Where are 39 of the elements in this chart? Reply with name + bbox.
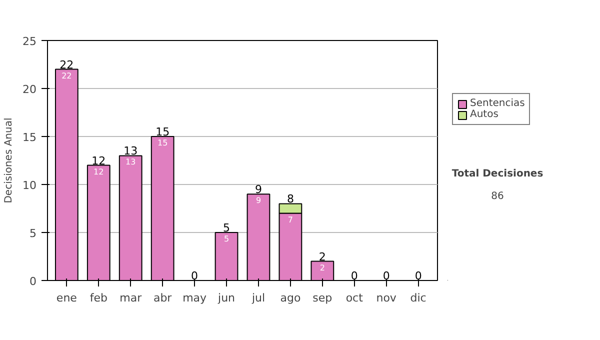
total-label: 12	[92, 154, 106, 168]
x-tick-label: ene	[56, 292, 78, 304]
x-tick-label: oct	[346, 292, 364, 304]
y-tick-label: 25	[22, 35, 37, 48]
y-tick-label: 0	[30, 275, 36, 288]
total-label: 2	[318, 250, 326, 264]
data-label: 22	[62, 71, 72, 80]
data-label: 13	[126, 158, 136, 167]
data-label: 9	[256, 196, 262, 206]
x-tick-label: jul	[250, 292, 266, 304]
total-label: 13	[124, 144, 138, 158]
x-tick-label: may	[182, 292, 208, 304]
total-label: 15	[156, 126, 170, 138]
x-tick-label: ago	[280, 292, 301, 304]
y-tick-label: 20	[22, 83, 37, 96]
text: Total Decisiones	[452, 168, 544, 180]
y-tick-label: 15	[22, 131, 37, 144]
x-tick-label: sep	[312, 292, 332, 304]
total-label: 8	[286, 192, 294, 206]
legend-label: Sentencias	[470, 98, 525, 109]
data-label: 15	[157, 138, 168, 148]
data-label: 2	[320, 263, 325, 272]
x-tick-label: jun	[217, 292, 236, 304]
text: 86	[491, 190, 504, 202]
y-axis-title: Decisiones Anual	[4, 118, 15, 204]
total-label: 22	[60, 58, 74, 72]
data-label: 5	[224, 234, 230, 244]
x-tick-label: mar	[120, 292, 142, 304]
total-label: 9	[254, 183, 262, 196]
data-label: 12	[94, 167, 104, 176]
total-label: 5	[223, 222, 230, 234]
data-label: 7	[288, 215, 293, 224]
x-tick-label: abr	[153, 292, 172, 304]
x-tick-label: nov	[376, 292, 397, 304]
y-tick-label: 10	[22, 179, 37, 192]
x-tick-label: feb	[90, 292, 108, 304]
x-tick-label: dic	[410, 292, 426, 304]
legend-label: Autos	[470, 109, 498, 120]
y-tick-label: 5	[30, 227, 36, 240]
